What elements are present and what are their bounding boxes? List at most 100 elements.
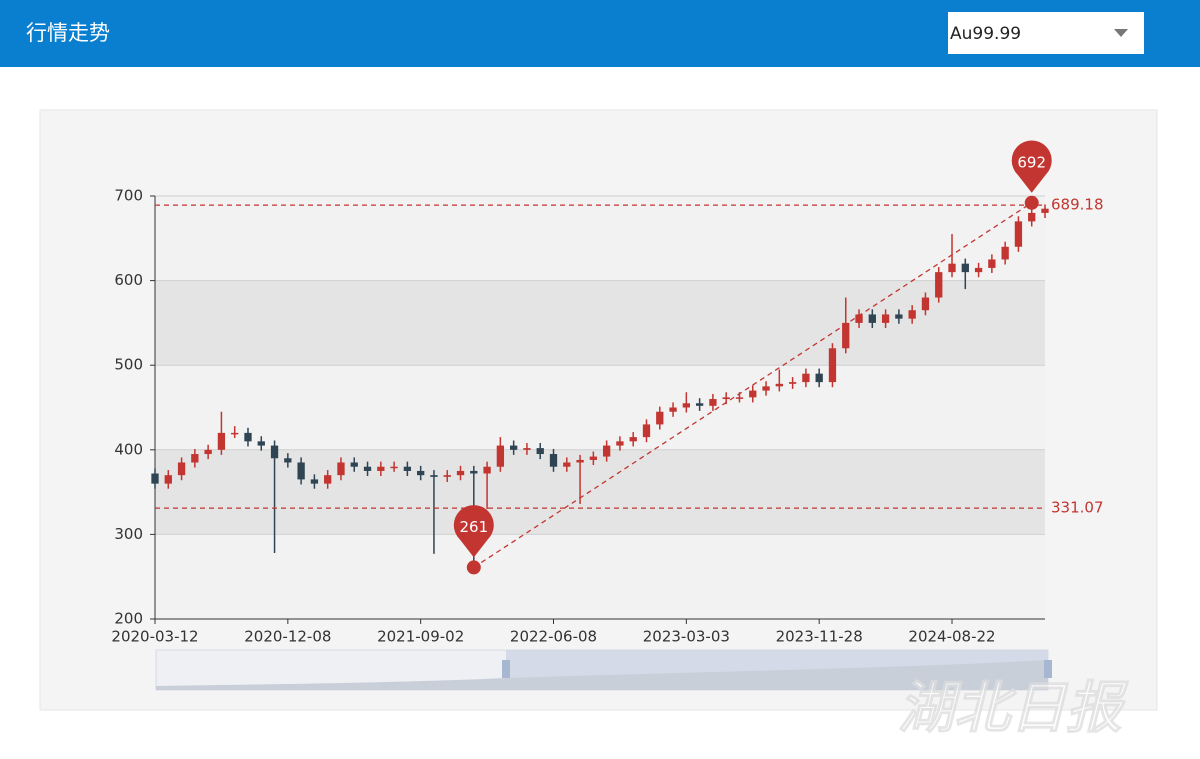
candle-body bbox=[709, 399, 717, 406]
candle-body bbox=[403, 466, 412, 471]
candle-body bbox=[204, 449, 212, 455]
candle-body bbox=[1014, 221, 1023, 247]
x-tick-label: 2024-08-22 bbox=[908, 628, 995, 646]
candle-body bbox=[1028, 212, 1036, 222]
split-area bbox=[155, 365, 1045, 450]
candle-body bbox=[191, 454, 199, 463]
candle-body bbox=[642, 424, 651, 438]
select-value[interactable]: Au99.99 bbox=[950, 24, 1021, 44]
candle-body bbox=[244, 432, 252, 442]
candle-body bbox=[443, 475, 451, 477]
zoom-handle[interactable] bbox=[1044, 660, 1052, 678]
x-tick-label: 2020-03-12 bbox=[111, 628, 198, 646]
split-area bbox=[155, 534, 1045, 619]
candle-body bbox=[695, 403, 704, 406]
candle-body bbox=[310, 479, 319, 484]
candle-body bbox=[483, 466, 491, 474]
candle-body bbox=[815, 373, 823, 383]
candle-body bbox=[974, 267, 983, 273]
candle-body bbox=[217, 432, 226, 450]
candle-body bbox=[749, 390, 757, 398]
candle-body bbox=[270, 445, 279, 459]
mark-line-label: 689.18 bbox=[1051, 196, 1104, 214]
candle-body bbox=[177, 462, 186, 476]
candle-body bbox=[510, 445, 518, 450]
trend-line bbox=[473, 202, 1033, 568]
candle-body bbox=[842, 322, 850, 349]
candle-body bbox=[788, 382, 797, 384]
candle-body bbox=[523, 448, 531, 450]
candle-body bbox=[948, 263, 956, 273]
candle-body bbox=[164, 475, 172, 484]
candle-body bbox=[868, 314, 876, 323]
candle-body bbox=[855, 314, 863, 323]
candle-body bbox=[390, 466, 398, 469]
candle-body bbox=[363, 466, 372, 471]
x-tick-label: 2021-09-02 bbox=[377, 628, 464, 646]
watermark: 湖北日报 bbox=[898, 676, 1129, 741]
x-tick-label: 2023-11-28 bbox=[776, 628, 863, 646]
candle-body bbox=[629, 437, 637, 442]
candle-body bbox=[961, 263, 969, 273]
candle-body bbox=[377, 466, 385, 471]
candle-body bbox=[616, 441, 624, 446]
candle-body bbox=[576, 459, 584, 463]
candle-body bbox=[284, 458, 292, 463]
candle-body bbox=[297, 462, 305, 480]
candle-body bbox=[536, 448, 544, 455]
candle-body bbox=[935, 272, 943, 298]
y-tick-label: 400 bbox=[114, 440, 143, 458]
y-tick-label: 600 bbox=[114, 271, 143, 289]
candle-body bbox=[682, 403, 690, 408]
candle-body bbox=[921, 297, 930, 311]
candle-body bbox=[895, 314, 903, 319]
candle-body bbox=[337, 462, 345, 476]
mark-point-label: 261 bbox=[459, 518, 488, 536]
candle-body bbox=[735, 397, 744, 399]
candle-body bbox=[589, 456, 598, 460]
candle-body bbox=[324, 475, 332, 484]
select-box[interactable] bbox=[948, 12, 1144, 54]
candle-body bbox=[350, 462, 358, 467]
mark-point-label: 692 bbox=[1017, 153, 1046, 171]
candle-body bbox=[828, 348, 837, 383]
y-tick-label: 300 bbox=[114, 525, 143, 543]
candle-body bbox=[417, 470, 425, 476]
candle-body bbox=[231, 432, 239, 435]
mark-point-pin bbox=[1011, 140, 1052, 193]
candle-body bbox=[563, 462, 571, 467]
candle-body bbox=[549, 454, 558, 467]
candle-body bbox=[775, 383, 783, 387]
candle-body bbox=[908, 310, 916, 319]
mark-point-dot bbox=[1024, 195, 1039, 210]
split-area bbox=[155, 280, 1045, 366]
candle-body bbox=[456, 470, 465, 476]
candle-body bbox=[151, 473, 159, 484]
candle-body bbox=[802, 373, 810, 383]
candle-body bbox=[656, 411, 664, 425]
candle-body bbox=[602, 445, 611, 457]
candle-body bbox=[881, 314, 890, 323]
mark-line-label: 331.07 bbox=[1051, 499, 1104, 517]
candle-body bbox=[988, 259, 996, 268]
mark-point-pin bbox=[453, 505, 494, 558]
x-tick-label: 2020-12-08 bbox=[244, 628, 331, 646]
y-tick-label: 500 bbox=[114, 356, 143, 374]
candle-body bbox=[496, 445, 505, 467]
candle-body bbox=[762, 386, 770, 391]
y-tick-label: 700 bbox=[114, 187, 143, 205]
candle-body bbox=[470, 470, 478, 474]
split-area bbox=[155, 196, 1045, 281]
select-arrow[interactable] bbox=[1114, 29, 1128, 37]
zoom-preview bbox=[156, 660, 1048, 690]
candle-body bbox=[669, 407, 677, 412]
x-tick-label: 2022-06-08 bbox=[510, 628, 597, 646]
candle-body bbox=[430, 475, 438, 477]
x-tick-label: 2023-03-03 bbox=[643, 628, 730, 646]
candle-body bbox=[722, 397, 730, 400]
mark-point-dot bbox=[466, 560, 481, 575]
zoom-handle[interactable] bbox=[502, 660, 510, 678]
candle-body bbox=[1041, 208, 1049, 213]
candle-body bbox=[1001, 246, 1009, 260]
